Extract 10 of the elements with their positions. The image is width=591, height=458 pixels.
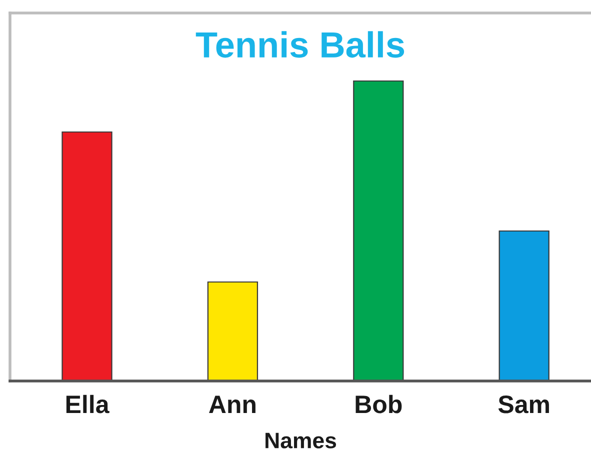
bar <box>498 230 550 381</box>
x-axis-title: Names <box>266 432 336 448</box>
bar <box>207 281 258 381</box>
bar <box>353 80 404 381</box>
chart-title: Tennis Balls <box>196 31 404 58</box>
x-tick-label: Ann <box>209 396 256 414</box>
x-tick-label: Ella <box>66 394 110 414</box>
bar <box>62 131 112 381</box>
x-tick-label: Bob <box>356 394 402 414</box>
x-tick-label: Sam <box>498 396 549 414</box>
